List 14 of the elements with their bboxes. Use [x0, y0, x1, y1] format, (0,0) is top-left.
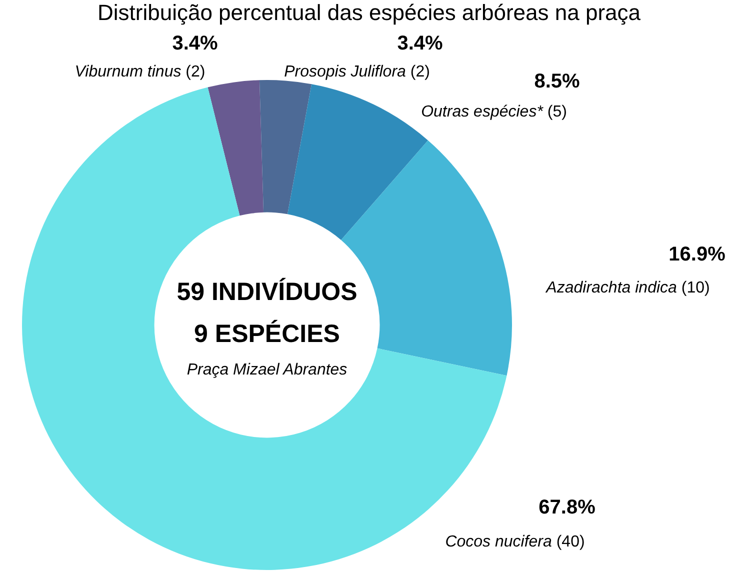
chart-title: Distribuição percentual das espécies arbóreas na praça	[98, 0, 642, 26]
text: Praça Mizael Abrantes	[186, 361, 348, 378]
data-label: 8.5%	[534, 70, 580, 93]
data-label: 3.4%	[172, 32, 218, 55]
slice-label: Azadirachta indica (10)	[545, 279, 710, 296]
text: 59 INDIVÍDUOS	[176, 276, 358, 306]
text: 9 ESPÉCIES	[194, 318, 340, 348]
slice-label: Prosopis Juliflora (2)	[284, 63, 430, 80]
slice-label: Cocos nucifera (40)	[445, 533, 585, 550]
data-label: 67.8%	[538, 496, 596, 519]
slice-label: Outras espécies* (5)	[421, 103, 567, 120]
data-label: 3.4%	[397, 32, 444, 55]
slice-label: Viburnum tinus (2)	[74, 63, 206, 80]
data-label: 16.9%	[668, 244, 726, 266]
